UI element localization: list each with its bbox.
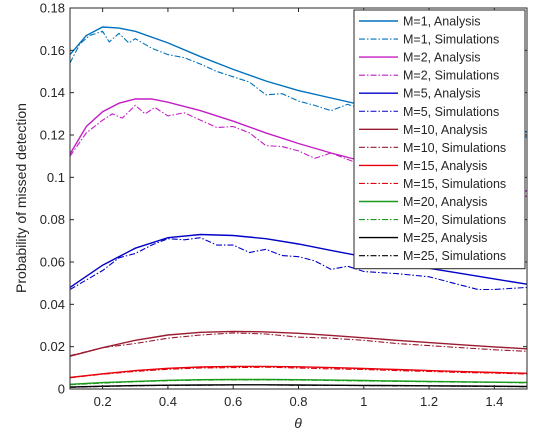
legend-label: M=25, Simulations <box>403 249 506 263</box>
series-line-9 <box>69 365 528 379</box>
legend-label: M=2, Analysis <box>403 51 480 65</box>
legend-label: M=15, Simulations <box>403 177 506 191</box>
y-tick-label: 0.18 <box>40 1 65 16</box>
legend: M=1, Analysis M=1, Simulations M=2, Analys… <box>353 9 526 270</box>
y-tick-label: 0.14 <box>40 85 65 100</box>
y-tick-label: 0.16 <box>40 43 65 58</box>
legend-label: M=1, Analysis <box>403 15 480 29</box>
x-axis-label: θ <box>294 415 302 431</box>
x-tick-label: 0.2 <box>94 394 112 409</box>
x-tick-label: 1 <box>360 394 367 409</box>
x-tick-label: 1.2 <box>420 394 438 409</box>
series-line-5 <box>69 233 528 288</box>
series-line-12 <box>69 379 528 386</box>
series-line-14 <box>69 384 528 388</box>
y-tick-label: 0.02 <box>40 339 65 354</box>
series-line-8 <box>69 332 528 357</box>
legend-label: M=5, Simulations <box>403 105 499 119</box>
y-tick-label: 0.04 <box>40 297 65 312</box>
y-tick-label: 0.06 <box>40 255 65 270</box>
series-line-10 <box>69 366 528 379</box>
x-tick-label: 1.4 <box>485 394 503 409</box>
x-tick-label: 0.6 <box>224 394 242 409</box>
legend-label: M=20, Analysis <box>403 195 487 209</box>
x-tick-label: 0.4 <box>159 394 177 409</box>
x-tick-label: 0.8 <box>289 394 307 409</box>
y-tick-label: 0.12 <box>40 128 65 143</box>
legend-label: M=15, Analysis <box>403 159 487 173</box>
series-line-2 <box>69 30 528 138</box>
legend-box <box>353 9 526 270</box>
y-axis: 0 0.02 0.04 0.06 0.08 0.1 0.12 0.14 0.16 0.18 <box>40 1 527 397</box>
legend-label: M=25, Analysis <box>403 231 487 245</box>
y-tick-label: 0 <box>58 382 65 397</box>
legend-label: M=2, Simulations <box>403 69 499 83</box>
series-line-6 <box>69 237 528 291</box>
y-tick-label: 0.08 <box>40 212 65 227</box>
legend-label: M=10, Analysis <box>403 123 487 137</box>
legend-label: M=10, Simulations <box>403 141 506 155</box>
legend-label: M=5, Analysis <box>403 87 480 101</box>
y-tick-label: 0.1 <box>47 170 65 185</box>
series-line-7 <box>69 330 528 357</box>
legend-label: M=1, Simulations <box>403 33 499 47</box>
y-axis-label: Probability of missed detection <box>13 103 29 293</box>
legend-label: M=20, Simulations <box>403 213 506 227</box>
x-axis: 0.2 0.4 0.6 0.8 1 1.2 1.4 <box>94 8 503 409</box>
